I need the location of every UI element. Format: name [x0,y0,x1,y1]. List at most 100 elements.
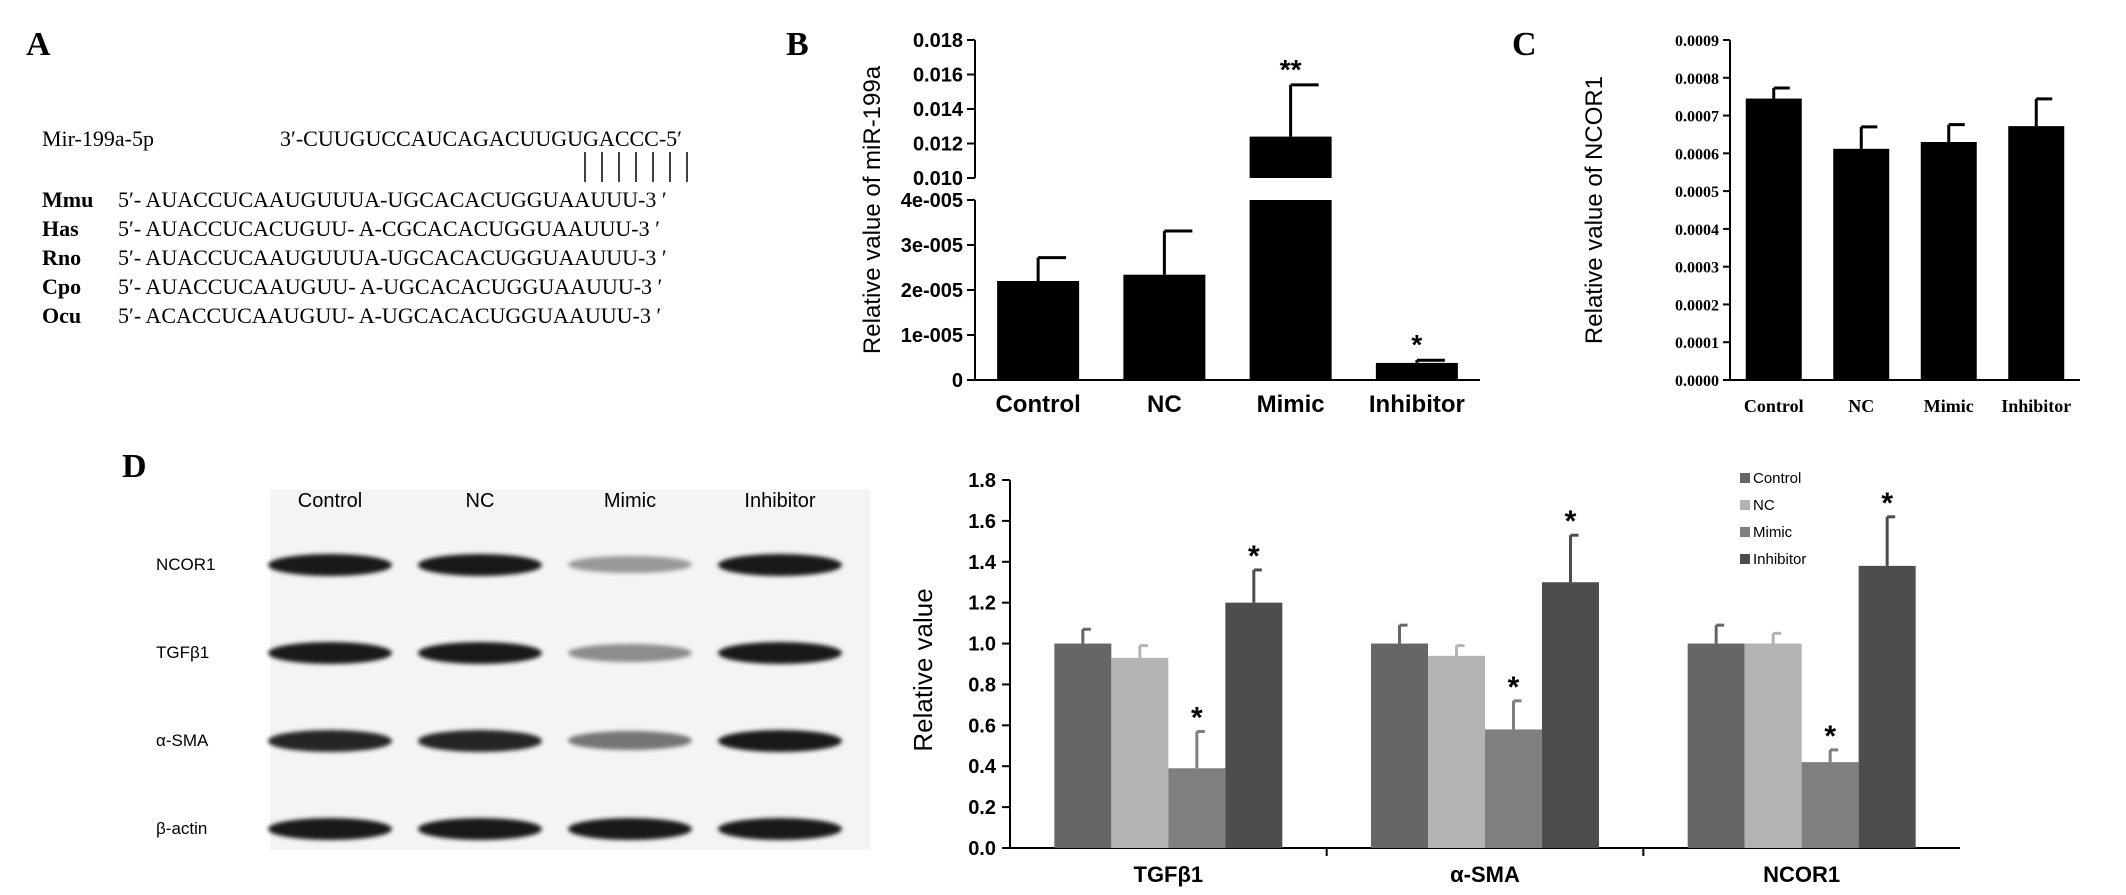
x-tick-label: Control [995,391,1080,418]
blot-band [568,555,692,574]
y-tick-label: 0.6 [968,715,996,737]
legend-label: Mimic [1753,524,1793,541]
blot-band [268,554,392,576]
significance-label: ** [1280,54,1302,85]
chart-d: 0.0 0.2 0.4 0.6 0.8 1.0 1.2 1.4 1.6 1.8 Relative v… [908,470,1960,887]
blot-band [268,642,392,664]
significance-label: * [1824,720,1836,753]
pairing-lines [584,152,688,182]
blot-band [568,643,692,662]
blot-row-label: α-SMA [156,731,209,750]
y-tick-label: 0.012 [913,134,963,156]
legend-label: Inhibitor [1753,551,1806,568]
y-tick-label: 1.2 [968,593,996,615]
x-tick-label: Inhibitor [1369,391,1465,418]
blot-column-label: Control [297,490,363,512]
y-tick-label: 0.0001 [1675,335,1719,352]
legend-swatch [1740,527,1750,537]
species-name: Rno [42,245,82,270]
bar [1542,582,1599,848]
legend-label: Control [1753,470,1801,487]
species-name: Cpo [42,274,82,299]
significance-label: * [1191,701,1203,734]
blot-band [418,554,542,576]
y-tick-label: 1.0 [968,634,996,656]
blot-membrane [270,490,870,850]
x-tick-label: α-SMA [1450,862,1520,887]
y-tick-label: 0.4 [968,756,997,778]
y-tick-label: 1.4 [968,552,997,574]
bar [1745,98,1802,381]
bar [1428,655,1485,848]
y-tick-label: 0.0002 [1675,297,1719,314]
x-tick-label: Inhibitor [2001,396,2071,416]
y-tick-label: 0.2 [968,797,996,819]
blot-row-label: NCOR1 [156,555,216,574]
x-tick-label: NC [1848,396,1874,416]
panel-c-letter: C [1512,26,1537,63]
y-tick-label: 1.8 [968,470,996,492]
species-name: Has [42,216,79,241]
blot-band [418,730,542,752]
bar [1249,136,1332,178]
species-name: Ocu [42,303,82,328]
y-tick-label: 0.0009 [1675,33,1719,50]
y-tick-label: 0.0005 [1675,184,1719,201]
significance-label: * [1411,329,1422,360]
panel-d-letter: D [122,448,147,485]
bar [1833,148,1890,380]
bar [1920,142,1977,380]
blot-row-label: β-actin [156,819,208,838]
y-tick-label: 0.010 [913,168,963,190]
significance-label: * [1881,487,1893,520]
significance-label: * [1248,540,1260,573]
mir-sequence: 3′-CUUGUCCAUCAGACUUGUGACCC-5′ [280,126,682,151]
blot-column-label: Mimic [603,490,657,512]
x-tick-label: TGFβ1 [1134,862,1204,887]
bar [1249,200,1332,380]
bar [1225,602,1283,848]
significance-label: * [1565,505,1577,538]
y-tick-label: 2e-005 [901,280,963,302]
y-tick-label: 0.018 [913,30,963,52]
species-name: Mmu [42,187,94,212]
bar [1744,643,1802,848]
y-tick-label: 0.0 [968,838,996,860]
blot-band [718,730,842,752]
bar [1375,362,1458,380]
y-axis-label: Relative value [908,588,938,751]
x-tick-label: NCOR1 [1763,862,1840,887]
y-tick-label: 0 [952,370,963,392]
bar [1687,643,1745,848]
mir-name: Mir-199a-5p [42,126,154,151]
species-sequence: 5′- AUACCUCACUGUU- A-CGCACACUGGUAAUUU-3 … [118,216,660,241]
y-tick-label: 1e-005 [901,325,963,347]
blot-band [418,818,542,840]
bar [1371,643,1428,848]
y-tick-label: 0.016 [913,65,963,87]
blot-band [418,642,542,664]
panel-b-letter: B [786,26,809,63]
blot-band [718,818,842,840]
y-tick-label: 0.0006 [1675,146,1719,163]
blot-row-label: TGFβ1 [156,643,210,662]
y-tick-label: 1.6 [968,511,996,533]
blot-band [268,818,392,840]
panel-a-letter: A [26,26,51,63]
western-blot: Control NC Mimic Inhibitor NCOR1 TGFβ1 α-SMA β-… [150,470,870,870]
species-sequence: 5′- AUACCUCAAUGUU- A-UGCACACUGGUAAUUU-3 … [118,274,663,299]
blot-column-label: Inhibitor [744,490,816,512]
y-tick-label: 0.014 [913,99,964,121]
species-sequence: 5′- ACACCUCAAUGUU- A-UGCACACUGGUAAUUU-3 … [118,303,662,328]
y-tick-label: 4e-005 [901,190,963,212]
blot-band [568,731,692,750]
x-tick-label: Mimic [1257,391,1325,418]
y-axis-label: Relative value of NCOR1 [1581,76,1608,344]
blot-band [718,554,842,576]
y-tick-label: 0.0007 [1675,109,1719,126]
significance-label: * [1508,671,1520,704]
blot-band [718,642,842,664]
bar [1123,274,1206,380]
y-tick-label: 0.0003 [1675,260,1719,277]
